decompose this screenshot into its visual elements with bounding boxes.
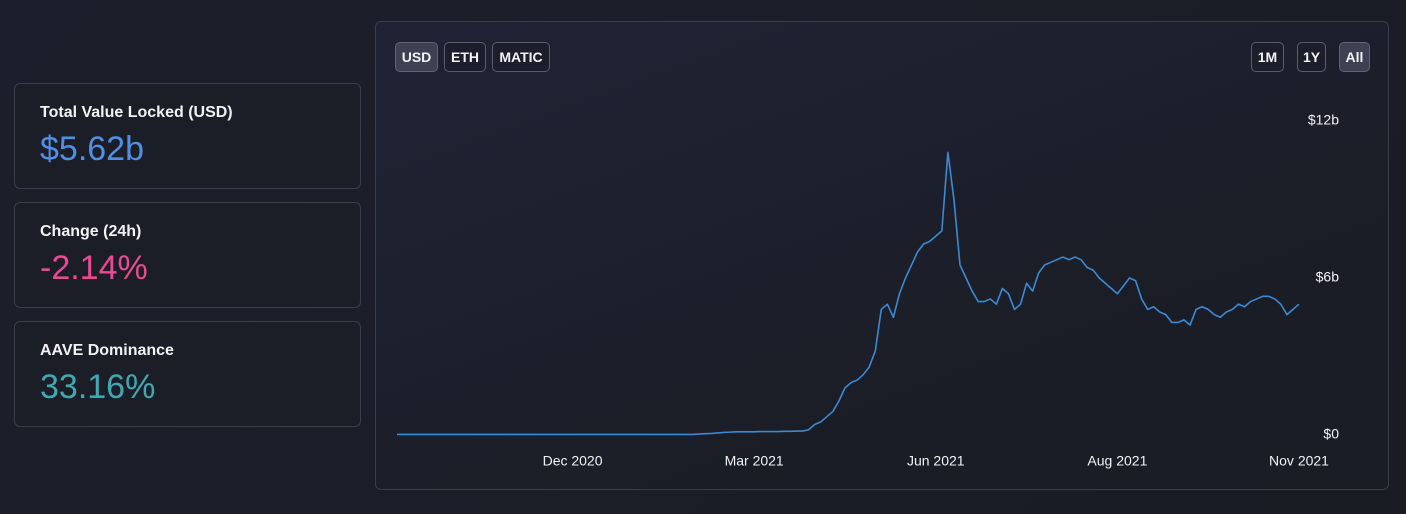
x-tick-label: Dec 2020 [543, 453, 603, 469]
stat-value: -2.14% [40, 249, 148, 287]
chart: $0 $6b $12b Dec 2020 Mar 2021 Jun 2021 Aug 202… [397, 112, 1340, 469]
range-button[interactable]: All [1339, 42, 1370, 72]
y-tick-label: $6b [1316, 269, 1340, 285]
stat-label: Total Value Locked (USD) [40, 104, 233, 121]
stat-card: AAVE Dominance 33.16% [14, 321, 361, 427]
x-tick-label: Nov 2021 [1269, 453, 1329, 469]
x-tick-label: Aug 2021 [1087, 453, 1147, 469]
y-tick-label: $12b [1308, 112, 1339, 128]
stat-label: AAVE Dominance [40, 342, 174, 359]
x-tick-label: Mar 2021 [725, 453, 784, 469]
tvl-line [397, 151, 1300, 436]
stat-value: $5.62b [40, 130, 144, 168]
x-tick-label: Jun 2021 [907, 453, 965, 469]
stat-card: Total Value Locked (USD) $5.62b [14, 83, 361, 189]
chart-panel: $0 $6b $12b Dec 2020 Mar 2021 Jun 2021 Aug 202… [375, 21, 1389, 490]
range-button[interactable]: 1M [1251, 42, 1284, 72]
currency-button[interactable]: ETH [444, 42, 486, 72]
currency-button[interactable]: USD [395, 42, 438, 72]
currency-button[interactable]: MATIC [492, 42, 550, 72]
range-button[interactable]: 1Y [1297, 42, 1326, 72]
stat-value: 33.16% [40, 368, 156, 406]
stat-label: Change (24h) [40, 223, 142, 240]
stat-card: Change (24h) -2.14% [14, 202, 361, 308]
y-tick-label: $0 [1323, 426, 1339, 442]
